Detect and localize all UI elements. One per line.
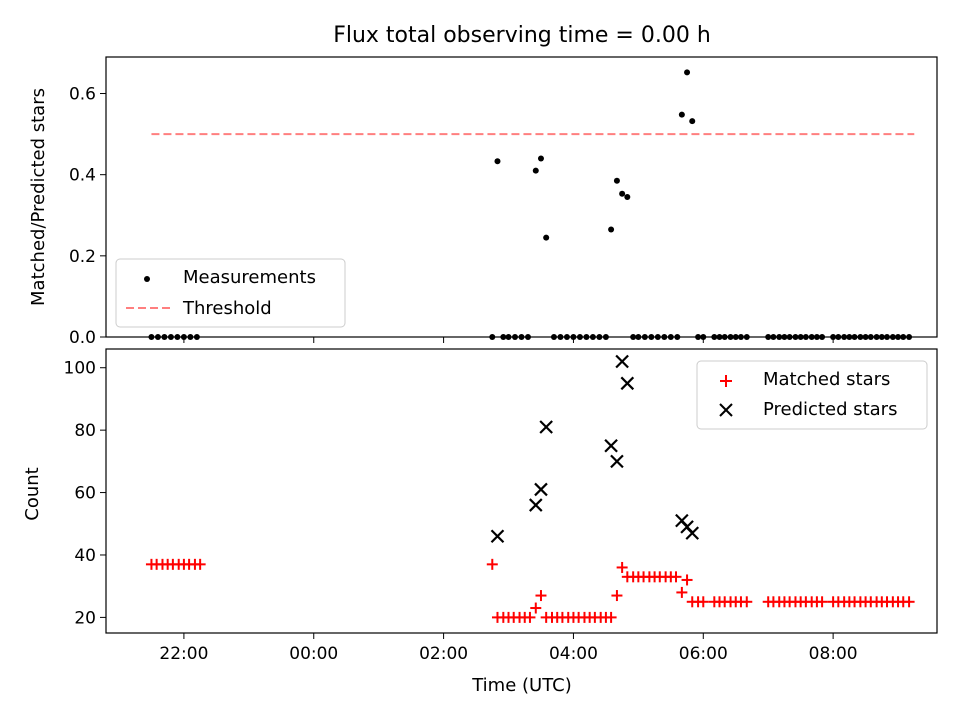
x-tick-label: 08:00 (809, 644, 858, 664)
matched-star-point (611, 590, 623, 602)
matched-star-point (697, 596, 709, 608)
top-legend: Measurements Threshold (115, 258, 346, 328)
measurement-point (532, 167, 539, 174)
bottom-axes-frame (105, 348, 938, 634)
y-tick-label: 0.4 (69, 166, 96, 186)
y-tick-label: 0.0 (69, 328, 96, 348)
legend-matched-label: Matched stars (763, 369, 890, 390)
matched-star-point (194, 558, 206, 570)
top-data-layer (148, 69, 915, 340)
matched-star-point (816, 596, 828, 608)
x-tick-label: 22:00 (159, 644, 208, 664)
y-tick-label: 20 (74, 608, 96, 628)
top-y-axis-label: Matched/Predicted stars (28, 88, 49, 306)
measurement-point (494, 158, 501, 165)
legend-measurements-label: Measurements (183, 267, 316, 288)
matched-star-point (616, 561, 628, 573)
matched-star-point (535, 590, 547, 602)
measurement-point (619, 190, 626, 197)
predicted-star-point (620, 376, 635, 391)
y-tick-label: 40 (74, 546, 96, 566)
y-tick-label: 0.2 (69, 247, 96, 267)
x-axis-label: Time (UTC) (471, 675, 572, 696)
bottom-axes: 20 40 60 80 100 22:00 00:00 02:00 04:00 06:00 08:… (22, 348, 938, 696)
predicted-star-point (534, 482, 548, 497)
bottom-x-ticks: 22:00 00:00 02:00 04:00 06:00 08:00 (159, 633, 858, 664)
figure-title: Flux total observing time = 0.00 h (333, 23, 711, 48)
measurement-point (608, 226, 615, 233)
predicted-star-stroke-b (685, 526, 700, 540)
bottom-legend-box (696, 360, 928, 430)
matched-star-point (676, 586, 688, 598)
legend-predicted-label: Predicted stars (763, 399, 897, 420)
top-x-ticks (183, 337, 834, 343)
legend-predicted-marker (719, 403, 733, 417)
top-axes: 0.0 0.2 0.4 0.6 Matched/Predicted stars Mea… (28, 56, 938, 348)
matched-star-point (524, 611, 536, 623)
measurement-point (624, 194, 631, 200)
x-tick-label: 02:00 (419, 644, 468, 664)
legend-matched-marker (720, 375, 732, 387)
x-tick-label: 06:00 (679, 644, 728, 664)
y-tick-label: 60 (74, 484, 96, 504)
legend-measurements-marker (144, 276, 150, 282)
predicted-star-point (490, 529, 505, 544)
matched-star-point (530, 602, 542, 614)
legend-threshold-label: Threshold (182, 298, 272, 319)
bottom-y-axis-label: Count (22, 467, 43, 520)
x-tick-label: 00:00 (289, 644, 338, 664)
predicted-star-point (610, 454, 624, 469)
bottom-y-ticks: 20 40 60 80 100 (64, 359, 106, 628)
y-tick-label: 100 (64, 359, 96, 379)
predicted-star-point (529, 498, 543, 512)
y-tick-label: 80 (74, 421, 96, 441)
matched-star-point (486, 558, 498, 570)
measurement-point (613, 177, 620, 184)
predicted-star-stroke-b (539, 420, 553, 434)
x-tick-label: 04:00 (549, 644, 598, 664)
top-axes-frame (105, 56, 938, 338)
predicted-star-point (615, 354, 629, 369)
matched-star-point (741, 596, 753, 608)
y-tick-label: 0.6 (69, 85, 96, 105)
predicted-star-point (604, 438, 618, 453)
predicted-star-stroke-b (534, 482, 548, 497)
matched-star-point (681, 574, 693, 586)
measurement-point (537, 155, 544, 162)
predicted-star-stroke-b (604, 438, 618, 453)
top-legend-box (115, 258, 346, 328)
predicted-star-stroke-b (490, 529, 505, 544)
measurement-point (543, 234, 550, 241)
matched-star-point (605, 611, 617, 623)
measurement-point (689, 118, 696, 125)
predicted-star-stroke-b (529, 498, 543, 512)
bottom-legend: Matched stars Predicted stars (696, 360, 928, 430)
matched-star-point (903, 596, 915, 608)
predicted-star-stroke-b (610, 454, 624, 469)
predicted-star-stroke-b (620, 376, 635, 391)
bottom-data-layer (145, 354, 915, 623)
top-y-ticks: 0.0 0.2 0.4 0.6 (69, 85, 106, 348)
measurement-point (678, 111, 685, 118)
predicted-star-stroke-b (615, 354, 629, 369)
matched-star-point (670, 571, 682, 583)
measurement-point (684, 69, 691, 76)
predicted-star-point (685, 526, 700, 540)
predicted-star-point (539, 420, 553, 434)
